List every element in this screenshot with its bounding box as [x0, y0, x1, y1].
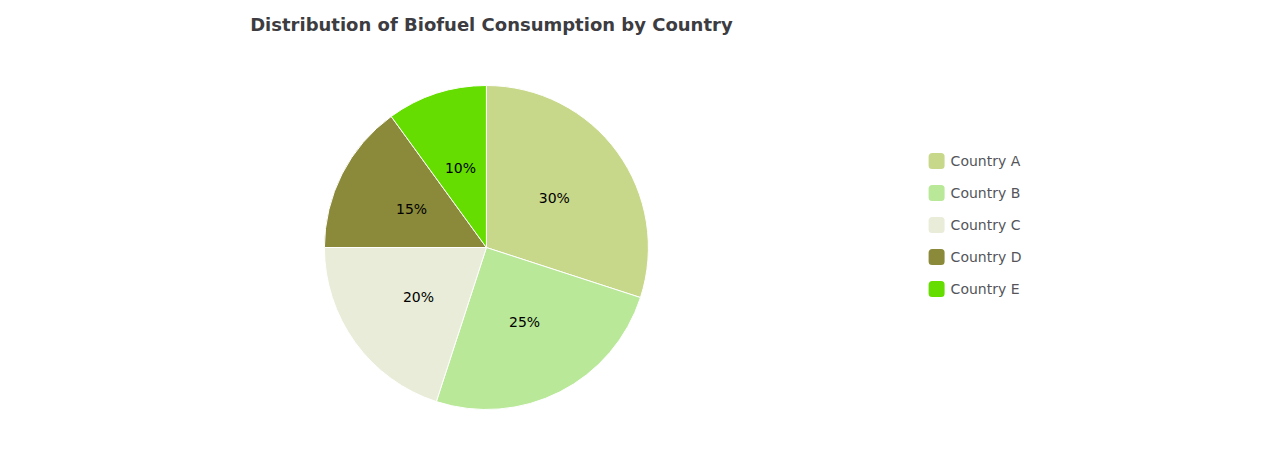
svg-text:10%: 10% [445, 160, 476, 176]
svg-text:30%: 30% [539, 190, 570, 206]
svg-text:Country B: Country B [951, 185, 1021, 201]
svg-text:15%: 15% [396, 201, 427, 217]
svg-text:Country C: Country C [951, 217, 1021, 233]
svg-text:20%: 20% [403, 289, 434, 305]
svg-text:Country A: Country A [951, 153, 1021, 169]
svg-text:Country D: Country D [951, 249, 1022, 265]
svg-text:25%: 25% [509, 314, 540, 330]
svg-text:Distribution of Biofuel Consum: Distribution of Biofuel Consumption by C… [250, 14, 733, 35]
svg-text:Country E: Country E [951, 281, 1020, 297]
